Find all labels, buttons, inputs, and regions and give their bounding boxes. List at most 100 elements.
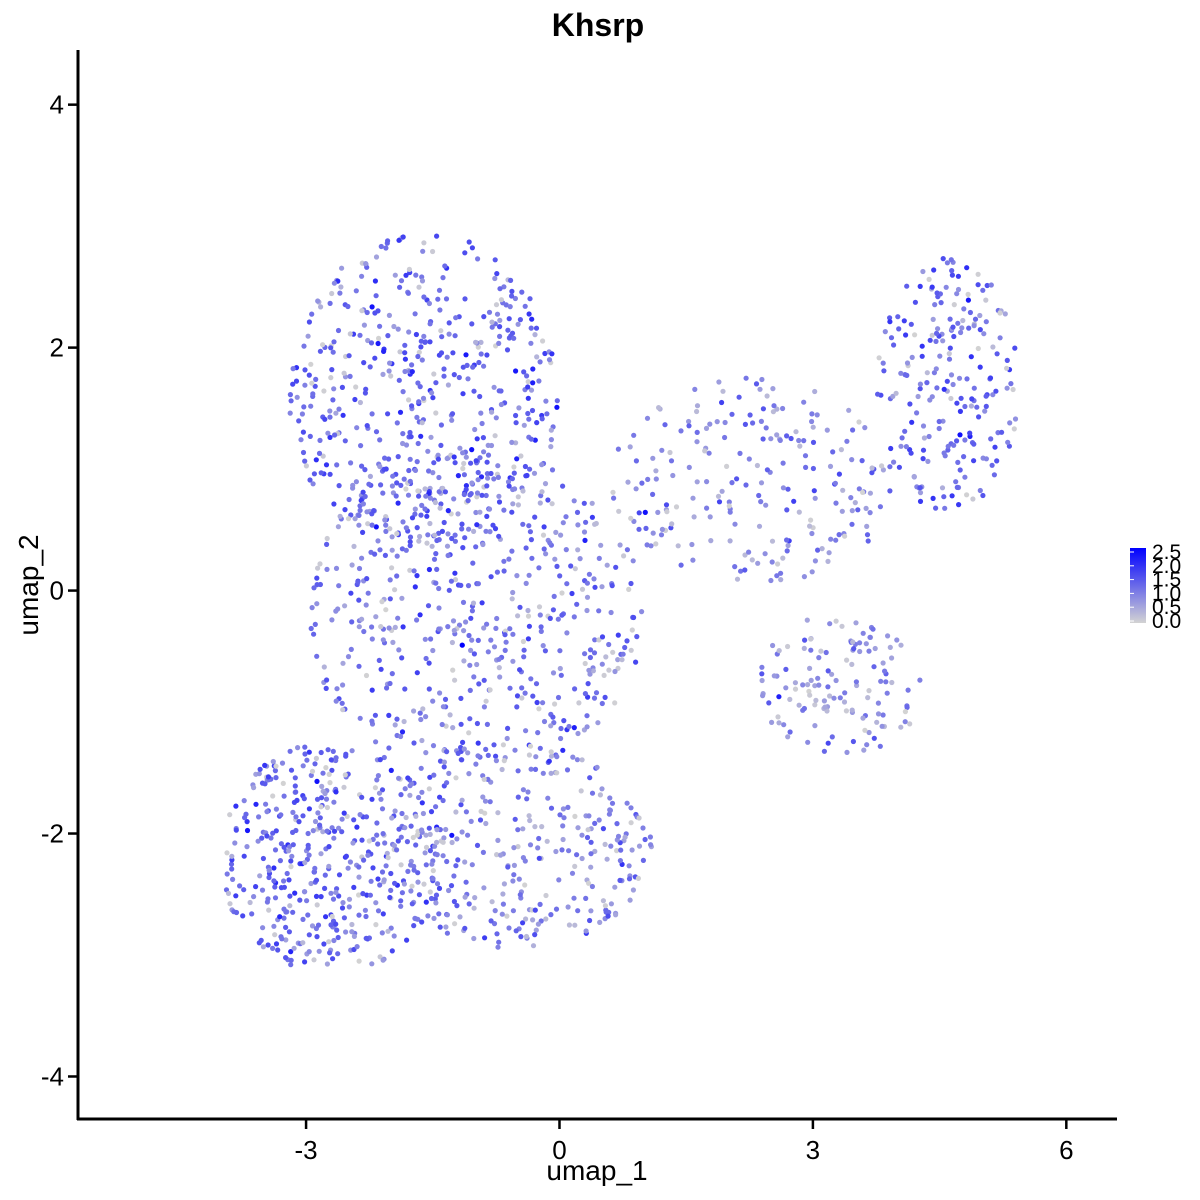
data-point	[477, 509, 483, 515]
data-point	[415, 353, 421, 360]
data-point	[416, 493, 422, 499]
data-point	[849, 707, 855, 713]
y-tick-label: -2	[41, 819, 64, 849]
data-point	[825, 684, 831, 690]
data-point	[395, 615, 401, 621]
data-point	[774, 573, 780, 579]
data-point	[575, 730, 581, 737]
data-point	[890, 393, 896, 399]
data-point	[416, 399, 422, 405]
data-point	[563, 514, 569, 520]
data-point	[305, 912, 311, 918]
data-point	[322, 872, 328, 878]
data-point	[555, 694, 562, 701]
data-point	[412, 584, 418, 590]
data-point	[526, 572, 532, 578]
data-point	[399, 729, 406, 735]
data-point	[446, 887, 452, 894]
data-point	[300, 449, 307, 456]
data-point	[451, 898, 457, 905]
data-point	[327, 434, 333, 440]
data-point	[515, 794, 521, 800]
data-point	[607, 795, 613, 801]
data-point	[912, 332, 918, 338]
data-point	[426, 786, 432, 792]
data-point	[341, 370, 347, 376]
data-point	[535, 845, 541, 851]
data-point	[792, 686, 799, 692]
data-point	[525, 379, 531, 385]
data-point	[981, 331, 987, 337]
data-point	[419, 278, 426, 284]
data-point	[904, 372, 910, 378]
data-point	[323, 796, 330, 802]
data-point	[495, 944, 501, 950]
data-point	[526, 752, 533, 758]
data-point	[389, 483, 395, 489]
data-point	[377, 437, 383, 443]
data-point	[321, 664, 327, 670]
data-point	[783, 685, 789, 691]
data-point	[568, 563, 574, 569]
data-point	[509, 509, 515, 515]
data-point	[574, 852, 580, 858]
data-point	[551, 593, 557, 600]
data-point	[574, 601, 580, 607]
data-point	[602, 841, 608, 848]
data-point	[810, 424, 816, 430]
data-point	[302, 458, 308, 464]
data-point	[317, 561, 323, 567]
data-point	[830, 449, 836, 455]
data-point	[328, 890, 334, 896]
data-point	[759, 677, 765, 684]
data-point	[591, 695, 598, 701]
data-point	[839, 508, 845, 514]
data-point	[565, 804, 571, 811]
data-point	[989, 462, 995, 468]
data-point	[302, 860, 308, 866]
data-point	[522, 858, 528, 864]
data-point	[510, 878, 516, 884]
data-point	[465, 832, 471, 838]
data-point	[413, 842, 419, 848]
data-point	[364, 423, 370, 429]
data-point	[309, 768, 316, 774]
data-point	[431, 772, 437, 778]
data-point	[521, 654, 527, 660]
data-point	[540, 338, 546, 344]
data-point	[506, 483, 512, 489]
data-point	[392, 880, 398, 886]
data-point	[532, 907, 538, 913]
data-point	[325, 430, 331, 436]
y-tick-label: -4	[41, 1061, 64, 1091]
data-point	[859, 458, 865, 464]
data-point	[377, 954, 383, 960]
data-point	[428, 636, 434, 642]
data-point	[441, 835, 447, 841]
data-point	[351, 817, 357, 823]
data-point	[509, 288, 515, 294]
data-point	[624, 638, 630, 644]
data-point	[313, 376, 319, 382]
data-point	[306, 372, 312, 378]
data-point	[686, 464, 692, 470]
data-point	[622, 644, 628, 651]
data-point	[764, 467, 771, 473]
data-point	[277, 914, 283, 920]
data-point	[439, 721, 445, 728]
data-point	[593, 520, 599, 527]
data-point	[394, 847, 400, 853]
data-point	[655, 509, 661, 515]
data-point	[609, 583, 615, 589]
data-point	[279, 760, 286, 766]
data-point	[311, 471, 317, 477]
data-point	[446, 587, 452, 593]
data-point	[376, 335, 382, 341]
data-point	[942, 505, 948, 511]
data-point	[837, 695, 843, 701]
colorbar-label: 1.0	[1152, 582, 1181, 605]
data-point	[738, 568, 744, 574]
data-point	[359, 616, 365, 622]
data-point	[367, 364, 373, 370]
data-point	[279, 936, 285, 942]
